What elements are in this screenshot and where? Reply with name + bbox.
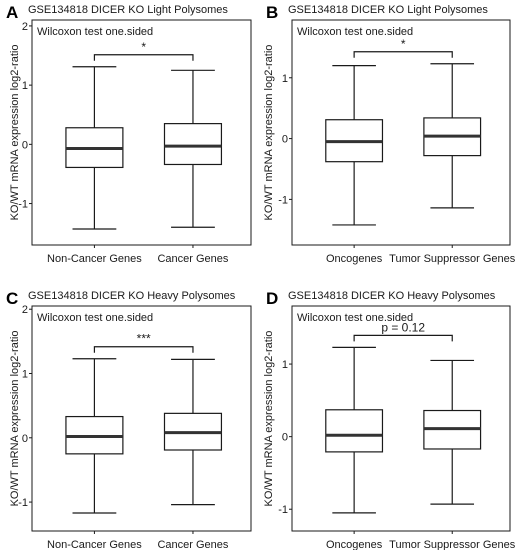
panel-letter: D xyxy=(266,289,278,308)
significance-label: * xyxy=(141,40,146,54)
y-tick-label: 2 xyxy=(22,21,28,33)
panel-title: GSE134818 DICER KO Light Polysomes xyxy=(288,4,488,16)
test-label: Wilcoxon test one.sided xyxy=(297,26,413,38)
y-tick-label: 0 xyxy=(22,433,28,445)
box-2 xyxy=(423,63,482,209)
category-label: Non-Cancer Genes xyxy=(47,253,142,265)
category-label: Cancer Genes xyxy=(157,253,228,265)
significance-label: p = 0.12 xyxy=(381,320,425,334)
iqr-box xyxy=(163,123,223,166)
plot-frame xyxy=(31,305,252,532)
panel-letter: B xyxy=(266,3,278,22)
test-label: Wilcoxon test one.sided xyxy=(297,312,413,324)
significance-bracket xyxy=(93,346,194,353)
box-1 xyxy=(325,65,384,226)
y-tick-label: -1 xyxy=(18,199,28,211)
y-axis-label: KO/WT mRNA expression log2-ratio xyxy=(9,45,21,221)
significance-bracket xyxy=(353,51,453,58)
significance-bracket xyxy=(353,334,453,342)
category-label: Tumor Suppressor Genes xyxy=(389,539,516,550)
significance-bracket xyxy=(93,54,194,61)
significance-label: * xyxy=(401,37,406,51)
y-tick-label: 1 xyxy=(282,359,288,371)
panel-title: GSE134818 DICER KO Heavy Polysomes xyxy=(288,290,496,302)
plot-frame xyxy=(31,19,252,246)
panel-letter: A xyxy=(6,3,18,22)
panel-a: A GSE134818 DICER KO Light Polysomes KO/WT… xyxy=(6,3,252,265)
y-axis-label: KO/WT mRNA expression log2-ratio xyxy=(263,331,275,507)
y-tick-label: 1 xyxy=(22,80,28,92)
y-axis-label: KO/WT mRNA expression log2-ratio xyxy=(9,331,21,507)
category-label: Non-Cancer Genes xyxy=(47,539,142,550)
box-1 xyxy=(325,346,384,514)
panel-letter: C xyxy=(6,289,18,308)
box-1 xyxy=(65,358,124,514)
y-tick-label: 0 xyxy=(282,432,288,444)
iqr-box xyxy=(325,409,384,453)
y-tick-label: -1 xyxy=(278,504,288,516)
box-1 xyxy=(65,66,124,230)
category-label: Cancer Genes xyxy=(157,539,228,550)
panel-b: B GSE134818 DICER KO Light Polysomes KO/WT… xyxy=(263,3,516,265)
y-tick-label: -1 xyxy=(278,194,288,206)
y-tick-label: 1 xyxy=(282,73,288,85)
y-axis-label: KO/WT mRNA expression log2-ratio xyxy=(263,45,275,221)
category-label: Oncogenes xyxy=(326,253,383,265)
panel-title: GSE134818 DICER KO Heavy Polysomes xyxy=(28,290,236,302)
test-label: Wilcoxon test one.sided xyxy=(37,26,153,38)
category-label: Tumor Suppressor Genes xyxy=(389,253,516,265)
plot-frame xyxy=(291,305,511,532)
plot-frame xyxy=(291,19,511,246)
panel-c: C GSE134818 DICER KO Heavy Polysomes KO/WT… xyxy=(6,289,252,550)
panel-d: D GSE134818 DICER KO Heavy Polysomes KO/WT… xyxy=(263,289,516,550)
test-label: Wilcoxon test one.sided xyxy=(37,312,153,324)
box-2 xyxy=(163,358,223,506)
significance-label: *** xyxy=(137,332,151,346)
y-tick-label: 0 xyxy=(22,139,28,151)
y-tick-label: 2 xyxy=(22,304,28,316)
category-label: Oncogenes xyxy=(326,539,383,550)
panel-title: GSE134818 DICER KO Light Polysomes xyxy=(28,4,228,16)
box-2 xyxy=(163,69,223,228)
y-tick-label: 0 xyxy=(282,134,288,146)
y-tick-label: -1 xyxy=(18,497,28,509)
box-2 xyxy=(423,359,482,505)
y-tick-label: 1 xyxy=(22,369,28,381)
